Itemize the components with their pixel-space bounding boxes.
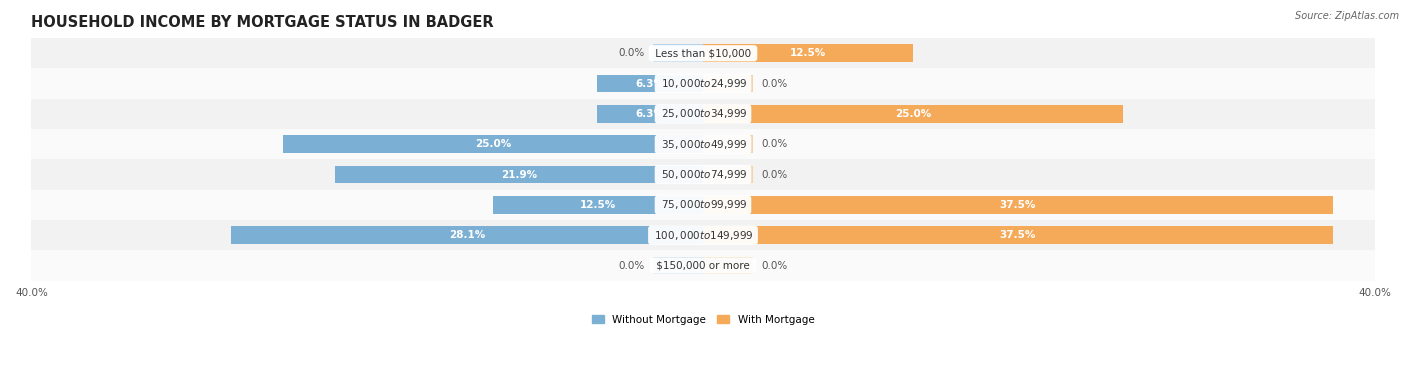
- Bar: [598, 105, 703, 123]
- Text: $35,000 to $49,999: $35,000 to $49,999: [658, 138, 748, 151]
- Bar: [598, 75, 703, 92]
- Bar: [703, 44, 912, 62]
- Bar: [703, 166, 754, 183]
- Text: 6.3%: 6.3%: [636, 109, 665, 119]
- Text: 25.0%: 25.0%: [894, 109, 931, 119]
- Bar: [31, 250, 1375, 281]
- Text: HOUSEHOLD INCOME BY MORTGAGE STATUS IN BADGER: HOUSEHOLD INCOME BY MORTGAGE STATUS IN B…: [31, 15, 494, 30]
- Text: 37.5%: 37.5%: [1000, 230, 1036, 240]
- Text: 0.0%: 0.0%: [619, 48, 644, 58]
- Text: 37.5%: 37.5%: [1000, 200, 1036, 210]
- Bar: [703, 196, 1333, 214]
- Bar: [703, 227, 1333, 244]
- Text: $75,000 to $99,999: $75,000 to $99,999: [658, 198, 748, 211]
- Text: 12.5%: 12.5%: [579, 200, 616, 210]
- Bar: [703, 75, 754, 92]
- Bar: [31, 159, 1375, 190]
- Text: 6.3%: 6.3%: [636, 78, 665, 89]
- Text: 0.0%: 0.0%: [762, 139, 787, 149]
- Bar: [652, 257, 703, 274]
- Text: 0.0%: 0.0%: [762, 261, 787, 271]
- Text: 0.0%: 0.0%: [619, 261, 644, 271]
- Text: 0.0%: 0.0%: [762, 78, 787, 89]
- Legend: Without Mortgage, With Mortgage: Without Mortgage, With Mortgage: [588, 311, 818, 329]
- Text: 28.1%: 28.1%: [449, 230, 485, 240]
- Text: Less than $10,000: Less than $10,000: [652, 48, 754, 58]
- Text: $150,000 or more: $150,000 or more: [652, 261, 754, 271]
- Bar: [231, 227, 703, 244]
- Text: Source: ZipAtlas.com: Source: ZipAtlas.com: [1295, 11, 1399, 21]
- Bar: [31, 129, 1375, 159]
- Bar: [703, 135, 754, 153]
- Bar: [283, 135, 703, 153]
- Text: $25,000 to $34,999: $25,000 to $34,999: [658, 107, 748, 120]
- Text: 21.9%: 21.9%: [501, 170, 537, 179]
- Bar: [335, 166, 703, 183]
- Text: $10,000 to $24,999: $10,000 to $24,999: [658, 77, 748, 90]
- Bar: [31, 38, 1375, 69]
- Bar: [31, 69, 1375, 99]
- Bar: [494, 196, 703, 214]
- Text: $100,000 to $149,999: $100,000 to $149,999: [651, 229, 755, 242]
- Bar: [703, 257, 754, 274]
- Bar: [31, 99, 1375, 129]
- Text: 12.5%: 12.5%: [790, 48, 827, 58]
- Bar: [31, 190, 1375, 220]
- Bar: [703, 105, 1123, 123]
- Text: $50,000 to $74,999: $50,000 to $74,999: [658, 168, 748, 181]
- Text: 0.0%: 0.0%: [762, 170, 787, 179]
- Text: 25.0%: 25.0%: [475, 139, 512, 149]
- Bar: [652, 44, 703, 62]
- Bar: [31, 220, 1375, 250]
